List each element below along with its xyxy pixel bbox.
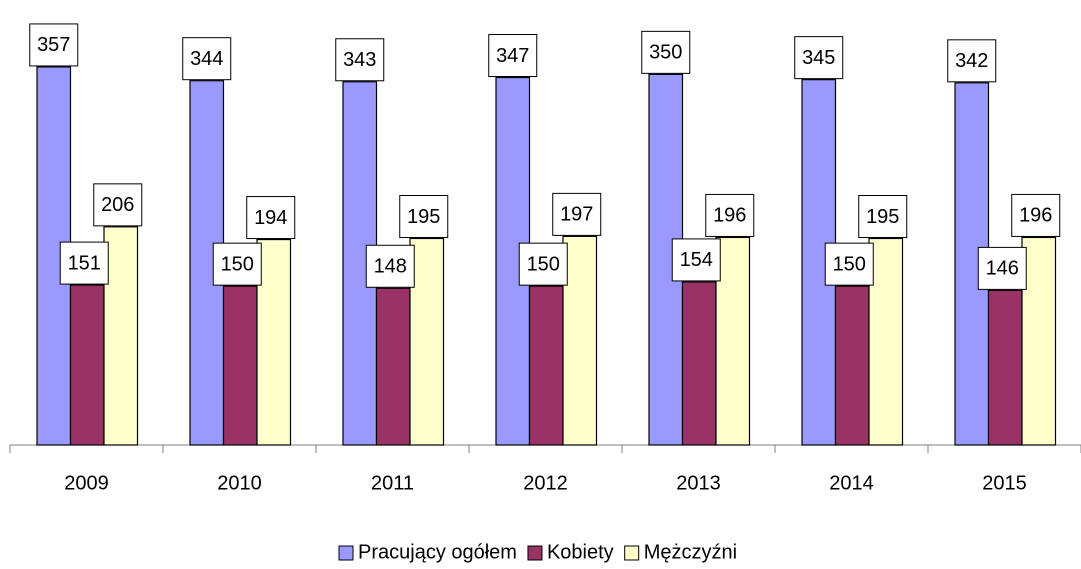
bar (528, 285, 564, 446)
bar (256, 238, 292, 446)
data-label: 196 (713, 205, 746, 227)
data-label-box (212, 242, 262, 286)
data-label: 195 (407, 206, 440, 228)
x-tick-label: 2015 (982, 472, 1027, 494)
data-label-box (59, 241, 109, 285)
x-tick-label: 2011 (371, 472, 414, 494)
x-tick-label: 2009 (64, 472, 109, 494)
data-label: 148 (374, 256, 407, 278)
data-label-box (365, 244, 415, 288)
bar (715, 236, 751, 446)
data-label: 197 (560, 204, 593, 226)
data-label-box (977, 246, 1027, 290)
data-label: 345 (802, 47, 835, 69)
bar (69, 284, 105, 446)
legend-label: Pracujący ogółem (358, 541, 517, 563)
legend-swatch (338, 545, 354, 561)
data-label-box (641, 30, 691, 74)
bar (834, 285, 870, 446)
x-tick-label: 2012 (523, 472, 568, 494)
data-label: 150 (527, 253, 560, 275)
bar (375, 287, 411, 446)
data-label: 196 (1019, 205, 1052, 227)
data-label: 146 (986, 258, 1019, 280)
bar (987, 289, 1023, 446)
data-label-box (824, 242, 874, 286)
data-label-box (93, 183, 143, 227)
data-label-box (1011, 193, 1061, 237)
data-label: 150 (221, 253, 254, 275)
data-label: 344 (190, 48, 223, 70)
bar (868, 237, 904, 446)
data-label: 342 (955, 50, 988, 72)
legend-label: Kobiety (547, 541, 614, 563)
bar (103, 226, 139, 446)
data-label: 343 (343, 49, 376, 71)
data-label: 347 (496, 45, 529, 67)
bar (681, 281, 717, 446)
data-label-box (29, 23, 79, 67)
bar (222, 285, 258, 446)
data-label: 154 (680, 249, 713, 271)
data-label-box (705, 193, 755, 237)
data-label-box (246, 196, 296, 240)
legend-label: Mężczyźni (644, 541, 737, 563)
data-label-box (947, 39, 997, 83)
data-label-box (858, 194, 908, 238)
data-label-box (794, 36, 844, 80)
data-label: 151 (68, 252, 101, 274)
data-label: 206 (101, 194, 134, 216)
bar (1021, 236, 1057, 446)
data-label-box (335, 38, 385, 82)
x-tick-label: 2010 (217, 472, 262, 494)
data-label: 150 (833, 253, 866, 275)
data-label: 350 (649, 42, 682, 64)
data-label-box (671, 238, 721, 282)
data-label-box (488, 34, 538, 78)
data-label: 195 (866, 206, 899, 228)
x-tick-label: 2014 (829, 472, 874, 494)
bar (409, 237, 445, 446)
legend-swatch (527, 545, 543, 561)
legend-swatch (624, 545, 640, 561)
bar (562, 235, 598, 446)
data-label-box (518, 242, 568, 286)
data-label: 194 (254, 207, 287, 229)
data-label: 357 (37, 34, 70, 56)
data-label-box (399, 194, 449, 238)
data-label-box (552, 192, 602, 236)
x-tick-label: 2013 (676, 472, 721, 494)
data-label-box (182, 37, 232, 81)
